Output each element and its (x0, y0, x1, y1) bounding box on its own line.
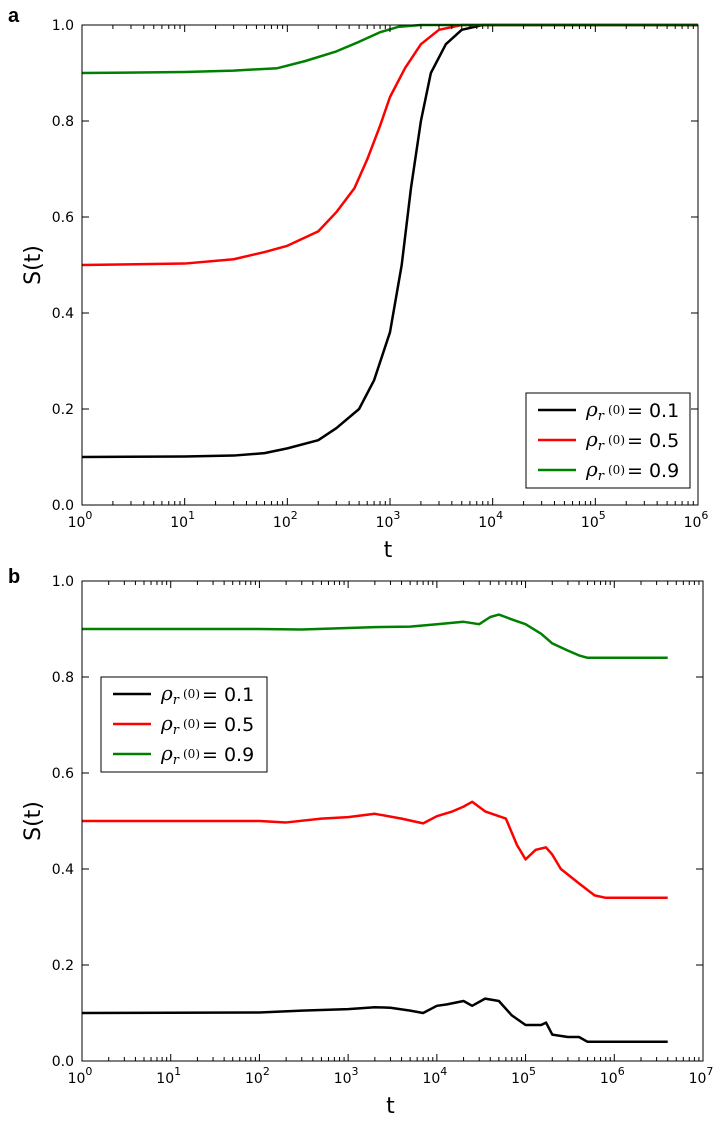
y-tick-label: 0.2 (52, 402, 74, 418)
x-tick-label: 105 (581, 509, 606, 531)
series-line-0-5 (81, 23, 698, 267)
legend-value: = 0.1 (627, 400, 679, 422)
legend-value: = 0.1 (202, 684, 254, 706)
panel-label-a: a (8, 5, 20, 27)
series-line-0-1 (81, 23, 698, 459)
x-tick-label: 107 (689, 1065, 714, 1087)
x-tick-label: 102 (245, 1065, 270, 1087)
x-tick-label: 103 (334, 1065, 359, 1087)
y-axis-label: S(t) (21, 245, 46, 285)
series-line-0-9 (82, 613, 668, 660)
legend-value: = 0.5 (627, 430, 679, 452)
y-tick-label: 0.2 (52, 958, 74, 974)
y-tick-label: 1.0 (52, 18, 74, 34)
legend: ρr (0) = 0.1ρr (0) = 0.5ρr (0) = 0.9 (525, 392, 691, 489)
x-axis-label: t (384, 538, 393, 563)
x-tick-label: 105 (511, 1065, 536, 1087)
y-tick-label: 0.4 (52, 306, 74, 322)
panel-label-b: b (8, 566, 20, 588)
y-tick-label: 0.6 (52, 766, 74, 782)
legend-superscript: (0) (183, 717, 200, 731)
legend-value: = 0.5 (202, 714, 254, 736)
legend-value: = 0.9 (627, 460, 679, 482)
legend-superscript: (0) (608, 463, 625, 477)
x-tick-label: 103 (376, 509, 401, 531)
y-tick-label: 0.8 (52, 670, 74, 686)
y-tick-label: 0.4 (52, 862, 74, 878)
series-line-0-9 (81, 23, 698, 75)
x-tick-label: 101 (170, 509, 195, 531)
x-tick-label: 106 (684, 509, 709, 531)
x-tick-label: 104 (478, 509, 503, 531)
plot-frame (81, 580, 704, 1062)
legend-value: = 0.9 (202, 744, 254, 766)
x-tick-label: 104 (422, 1065, 447, 1087)
y-tick-label: 0.8 (52, 114, 74, 130)
y-tick-label: 1.0 (52, 574, 74, 590)
y-axis-label: S(t) (21, 801, 46, 841)
legend: ρr (0) = 0.1ρr (0) = 0.5ρr (0) = 0.9 (100, 676, 268, 773)
y-tick-label: 0.6 (52, 210, 74, 226)
x-tick-label: 102 (273, 509, 298, 531)
series-line-0-1 (81, 997, 668, 1044)
legend-superscript: (0) (608, 433, 625, 447)
legend-superscript: (0) (183, 747, 200, 761)
x-tick-label: 106 (600, 1065, 625, 1087)
legend-superscript: (0) (183, 687, 200, 701)
x-tick-label: 101 (156, 1065, 181, 1087)
y-tick-label: 0.0 (52, 1054, 74, 1070)
series-line-0-5 (82, 800, 668, 900)
y-tick-label: 0.0 (52, 498, 74, 514)
legend-superscript: (0) (608, 403, 625, 417)
x-axis-label: t (386, 1094, 395, 1119)
